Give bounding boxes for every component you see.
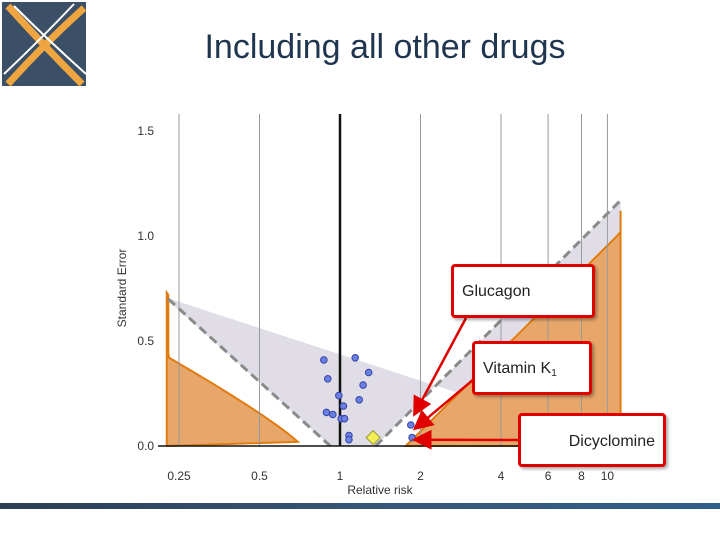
callout-2: Vitamin K1: [472, 341, 592, 395]
x-tick-label: 1: [337, 469, 344, 483]
data-point: [335, 391, 343, 400]
callout-3: Dicyclomine: [518, 413, 666, 467]
x-axis-label: Relative risk: [347, 483, 413, 497]
expected-boundary-left: [167, 297, 332, 448]
bottom-bar: [0, 503, 720, 509]
x-tick-label: 6: [545, 469, 552, 483]
logo-x-curve-d: [3, 3, 75, 75]
callout-arrow: [412, 373, 481, 431]
callout-label: Dicyclomine: [568, 433, 655, 450]
x-tick-label: 2: [417, 469, 424, 483]
x-tick-label: 0.5: [251, 469, 268, 483]
data-point: [408, 433, 416, 442]
logo-x-curve-b: [5, 5, 87, 87]
left-signal-region: [165, 289, 301, 448]
callout-arrow: [413, 317, 468, 417]
y-tick-label: 0.5: [137, 334, 154, 348]
data-point: [355, 396, 364, 404]
y-tick-label: 0.0: [137, 439, 154, 453]
slide-title: Including all other drugs: [204, 28, 566, 66]
callout-label: Vitamin K: [483, 360, 552, 377]
data-point: [323, 375, 332, 383]
y-axis-label: Standard Error: [115, 249, 129, 328]
data-point: [345, 435, 353, 444]
data-point: [320, 356, 328, 364]
data-point: [340, 414, 349, 423]
logo: [2, 2, 87, 87]
callout-label: Glucagon: [462, 283, 531, 300]
x-tick-label: 8: [578, 469, 585, 483]
pooled-estimate-diamond: [365, 429, 381, 446]
data-point: [339, 402, 348, 410]
data-point: [351, 354, 360, 362]
x-tick-label: 10: [601, 469, 615, 483]
data-point: [329, 410, 337, 419]
data-point: [322, 408, 331, 417]
y-tick-label: 1.0: [137, 229, 154, 243]
callout-label-subscript: 1: [551, 368, 557, 379]
logo-x-curve-c: [13, 5, 87, 75]
data-point: [407, 421, 415, 429]
x-tick-label: 4: [498, 469, 505, 483]
data-point: [359, 381, 367, 389]
data-point: [364, 368, 373, 377]
callout-1: Glucagon: [451, 264, 595, 318]
x-tick-label: 0.25: [167, 469, 191, 483]
y-tick-label: 1.5: [137, 124, 154, 138]
